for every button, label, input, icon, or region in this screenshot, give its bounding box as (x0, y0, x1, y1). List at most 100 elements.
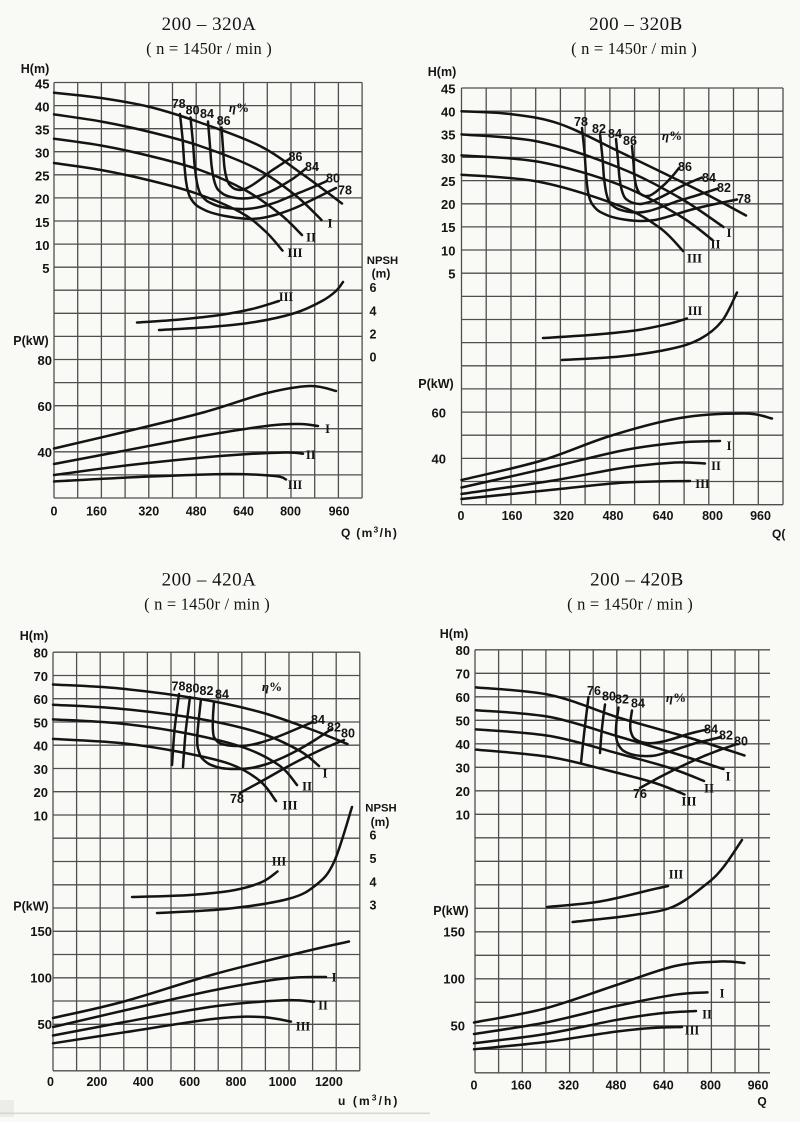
svg-text:30: 30 (441, 151, 455, 166)
svg-text:70: 70 (34, 669, 48, 684)
svg-text:II: II (318, 999, 328, 1013)
svg-text:400: 400 (133, 1075, 154, 1089)
svg-text:82: 82 (592, 122, 606, 136)
svg-text:H(m): H(m) (440, 627, 468, 641)
svg-text:1000: 1000 (269, 1075, 297, 1089)
svg-text:80: 80 (341, 727, 355, 741)
svg-text:76: 76 (633, 787, 647, 801)
svg-text:320: 320 (553, 509, 574, 523)
svg-text:84: 84 (305, 160, 319, 174)
svg-text:80: 80 (186, 682, 200, 696)
svg-text:III: III (688, 304, 703, 318)
svg-text:80: 80 (326, 172, 340, 186)
svg-text:III: III (687, 251, 702, 266)
svg-text:III: III (288, 478, 303, 492)
svg-text:70: 70 (456, 667, 470, 682)
svg-text:P(kW): P(kW) (13, 900, 48, 914)
svg-text:640: 640 (653, 1079, 674, 1093)
svg-text:20: 20 (456, 784, 470, 799)
svg-text:6: 6 (370, 281, 377, 295)
svg-text:P(kW): P(kW) (13, 334, 48, 348)
svg-text:H(m): H(m) (21, 62, 49, 76)
svg-text:( n = 1450r / min ): ( n = 1450r / min ) (146, 39, 272, 58)
svg-text:II: II (306, 230, 316, 245)
svg-text:P(kW): P(kW) (433, 904, 468, 918)
svg-text:80: 80 (734, 735, 748, 749)
svg-text:78: 78 (172, 97, 186, 111)
svg-text:320: 320 (558, 1079, 579, 1093)
svg-text:78: 78 (737, 192, 751, 206)
svg-text:II: II (710, 237, 720, 252)
svg-text:15: 15 (35, 215, 49, 230)
svg-text:10: 10 (456, 808, 470, 823)
svg-text:45: 45 (441, 81, 455, 96)
svg-text:40: 40 (432, 452, 446, 467)
svg-text:35: 35 (35, 123, 49, 138)
svg-text:5: 5 (370, 852, 377, 866)
svg-text:2: 2 (370, 327, 377, 341)
svg-text:III: III (287, 245, 302, 260)
svg-text:10: 10 (35, 238, 49, 253)
svg-text:50: 50 (456, 714, 470, 729)
svg-text:I: I (322, 766, 327, 781)
svg-text:84: 84 (631, 697, 645, 711)
svg-text:NPSH: NPSH (367, 255, 398, 267)
svg-text:η%: η% (666, 690, 686, 705)
svg-text:82: 82 (717, 181, 731, 195)
svg-text:I: I (332, 971, 337, 985)
svg-text:III: III (279, 290, 294, 304)
svg-text:25: 25 (35, 169, 49, 184)
svg-text:800: 800 (700, 1079, 721, 1093)
svg-text:II: II (704, 781, 714, 796)
svg-text:30: 30 (34, 762, 48, 777)
svg-text:80: 80 (38, 353, 52, 368)
svg-text:82: 82 (719, 729, 733, 743)
svg-text:III: III (282, 798, 297, 813)
svg-text:( n = 1450r / min ): ( n = 1450r / min ) (144, 595, 270, 614)
svg-text:35: 35 (441, 128, 455, 143)
svg-text:60: 60 (38, 399, 52, 414)
svg-text:II: II (302, 779, 312, 794)
svg-text:100: 100 (30, 971, 52, 986)
svg-text:II: II (711, 459, 721, 473)
svg-text:Q: Q (757, 1095, 766, 1109)
svg-text:u (m3/h): u (m3/h) (338, 1093, 400, 1109)
svg-text:I: I (727, 439, 732, 453)
svg-text:I: I (325, 422, 330, 436)
svg-text:960: 960 (329, 505, 350, 519)
svg-text:I: I (725, 769, 730, 784)
svg-text:40: 40 (38, 445, 52, 460)
svg-text:80: 80 (456, 643, 470, 658)
svg-text:45: 45 (35, 76, 49, 91)
svg-text:(m): (m) (372, 267, 391, 281)
svg-text:H(m): H(m) (20, 629, 48, 643)
svg-text:( n = 1450r / min ): ( n = 1450r / min ) (571, 39, 697, 58)
svg-text:5: 5 (42, 261, 49, 276)
svg-text:15: 15 (441, 220, 455, 235)
svg-text:0: 0 (471, 1079, 478, 1093)
svg-text:40: 40 (34, 739, 48, 754)
svg-text:82: 82 (327, 721, 341, 735)
svg-text:80: 80 (186, 104, 200, 118)
svg-text:30: 30 (456, 761, 470, 776)
svg-text:η%: η% (662, 128, 682, 143)
svg-text:86: 86 (623, 134, 637, 148)
svg-text:200 – 320A: 200 – 320A (162, 14, 257, 35)
svg-text:4: 4 (370, 304, 377, 318)
svg-text:78: 78 (172, 680, 186, 694)
svg-text:40: 40 (35, 99, 49, 114)
svg-text:600: 600 (179, 1075, 200, 1089)
svg-text:80: 80 (602, 690, 616, 704)
svg-text:84: 84 (702, 171, 716, 185)
svg-text:320: 320 (138, 505, 159, 519)
svg-text:Q (m3/h): Q (m3/h) (341, 525, 398, 541)
svg-text:(m): (m) (371, 815, 390, 829)
svg-text:84: 84 (311, 713, 325, 727)
svg-text:800: 800 (226, 1075, 247, 1089)
svg-text:III: III (272, 855, 287, 869)
svg-text:P(kW): P(kW) (418, 377, 453, 391)
svg-text:III: III (695, 477, 710, 491)
svg-text:0: 0 (47, 1075, 54, 1089)
svg-text:50: 50 (38, 1017, 52, 1032)
svg-text:I: I (720, 987, 725, 1001)
